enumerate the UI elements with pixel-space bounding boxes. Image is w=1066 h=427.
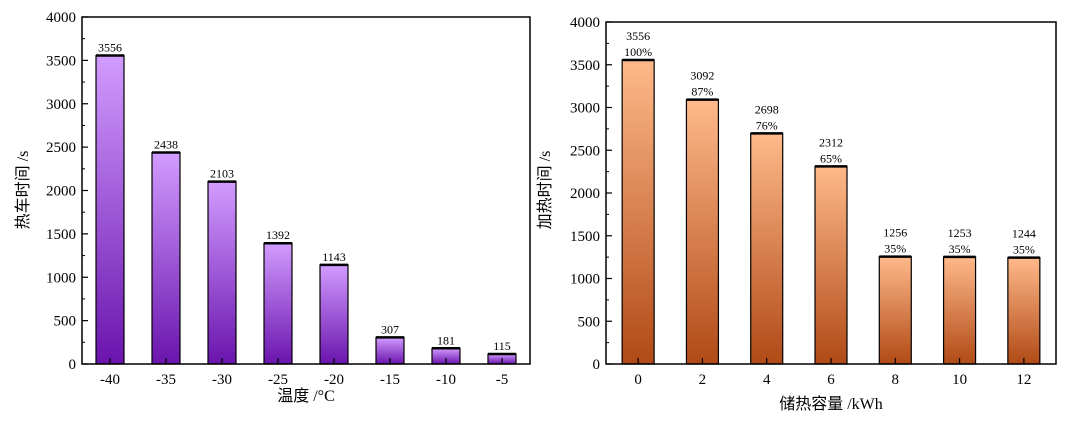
- x-tick-label: -40: [100, 372, 120, 388]
- x-tick-label: 12: [1016, 372, 1031, 388]
- data-label: 1143: [322, 250, 346, 264]
- data-label: 1244: [1012, 227, 1036, 241]
- chart-right: 100% 3556 87% 3092 76% 2698 65% 2312 35% 1256 35% 1…: [536, 15, 1057, 413]
- data-label: 181: [437, 333, 455, 347]
- x-tick-label: -5: [496, 372, 509, 388]
- data-label-percent: 35%: [949, 242, 971, 256]
- bar-series-right: 100% 3556 87% 3092 76% 2698 65% 2312 35% 1256 35% 1…: [621, 29, 1041, 365]
- bar: [750, 132, 784, 365]
- x-axis-label-right: 储热容量 /kWh: [779, 395, 883, 413]
- data-label-percent: 87%: [691, 85, 713, 99]
- bar: [814, 165, 848, 365]
- bar: [95, 54, 125, 365]
- x-tick-label: 2: [699, 372, 707, 388]
- data-label: 115: [493, 339, 511, 353]
- x-axis-label-left: 温度 /°C: [277, 387, 335, 405]
- y-axis-label-left: 热车时间 /s: [14, 151, 32, 230]
- y-tick-label: 500: [54, 314, 77, 330]
- y-tick-label: 2500: [570, 143, 600, 159]
- data-label-percent: 65%: [820, 151, 842, 165]
- y-tick-label: 4000: [570, 15, 600, 31]
- x-axis-left: -40 -35 -30 -25 -20 -15 -10 -5: [100, 358, 508, 388]
- data-label: 1253: [948, 226, 972, 240]
- bar: [621, 59, 655, 365]
- bar: [263, 242, 293, 365]
- bar: [685, 99, 720, 365]
- y-tick-label: 3000: [46, 97, 76, 113]
- x-tick-label: 10: [952, 372, 967, 388]
- x-tick-label: -25: [268, 372, 288, 388]
- y-tick-label: 2500: [46, 140, 76, 156]
- bar: [151, 151, 181, 365]
- y-tick-label: 0: [69, 357, 77, 373]
- x-tick-label: -20: [324, 372, 344, 388]
- bar: [942, 256, 977, 365]
- bar: [878, 256, 912, 365]
- data-label-percent: 35%: [1013, 243, 1035, 257]
- y-tick-label: 2000: [570, 186, 600, 202]
- y-axis-label-right: 加热时间 /s: [536, 151, 554, 230]
- data-label: 3092: [690, 69, 714, 83]
- y-tick-label: 3500: [570, 58, 600, 74]
- data-label-percent: 76%: [756, 118, 778, 132]
- x-tick-label: 8: [892, 372, 900, 388]
- y-tick-label: 1500: [46, 227, 76, 243]
- x-tick-label: -35: [156, 372, 176, 388]
- data-label: 2698: [755, 102, 779, 116]
- x-tick-label: -10: [436, 372, 456, 388]
- data-label-percent: 35%: [884, 242, 906, 256]
- x-tick-label: -15: [380, 372, 400, 388]
- x-axis-right: 0 2 4 6 8 10 12: [634, 358, 1031, 388]
- y-axis-left: 0 500 1000 1500 2000 2500 3000 3500 4000: [46, 10, 88, 373]
- x-tick-label: 0: [634, 372, 642, 388]
- y-axis-right: 0 500 1000 1500 2000 2500 3000 3500 4000: [570, 15, 612, 373]
- data-label-percent: 100%: [624, 45, 652, 59]
- data-label: 3556: [98, 41, 122, 55]
- y-tick-label: 4000: [46, 10, 76, 26]
- data-label: 307: [381, 322, 399, 336]
- bar: [207, 180, 237, 365]
- data-label: 3556: [626, 29, 650, 43]
- data-label: 2312: [819, 135, 843, 149]
- y-tick-label: 0: [593, 357, 601, 373]
- x-tick-label: -30: [212, 372, 232, 388]
- data-label: 2438: [154, 138, 178, 152]
- y-tick-label: 500: [578, 314, 601, 330]
- data-label: 1256: [883, 226, 907, 240]
- bar-series-left: 3556 2438 2103 1392 1143 307 181 115: [95, 41, 517, 365]
- y-tick-label: 1000: [46, 270, 76, 286]
- plot-frame-left: [81, 16, 531, 365]
- x-tick-label: 6: [827, 372, 835, 388]
- y-tick-label: 1000: [570, 272, 600, 288]
- y-tick-label: 1500: [570, 229, 600, 245]
- y-tick-label: 3000: [570, 101, 600, 117]
- bar: [1007, 257, 1041, 365]
- bar: [319, 264, 349, 365]
- y-tick-label: 2000: [46, 184, 76, 200]
- y-tick-label: 3500: [46, 53, 76, 69]
- data-label: 2103: [210, 167, 234, 181]
- chart-left: 3556 2438 2103 1392 1143 307 181 115 0 500 1000 15…: [14, 10, 531, 405]
- x-tick-label: 4: [763, 372, 771, 388]
- data-label: 1392: [266, 228, 290, 242]
